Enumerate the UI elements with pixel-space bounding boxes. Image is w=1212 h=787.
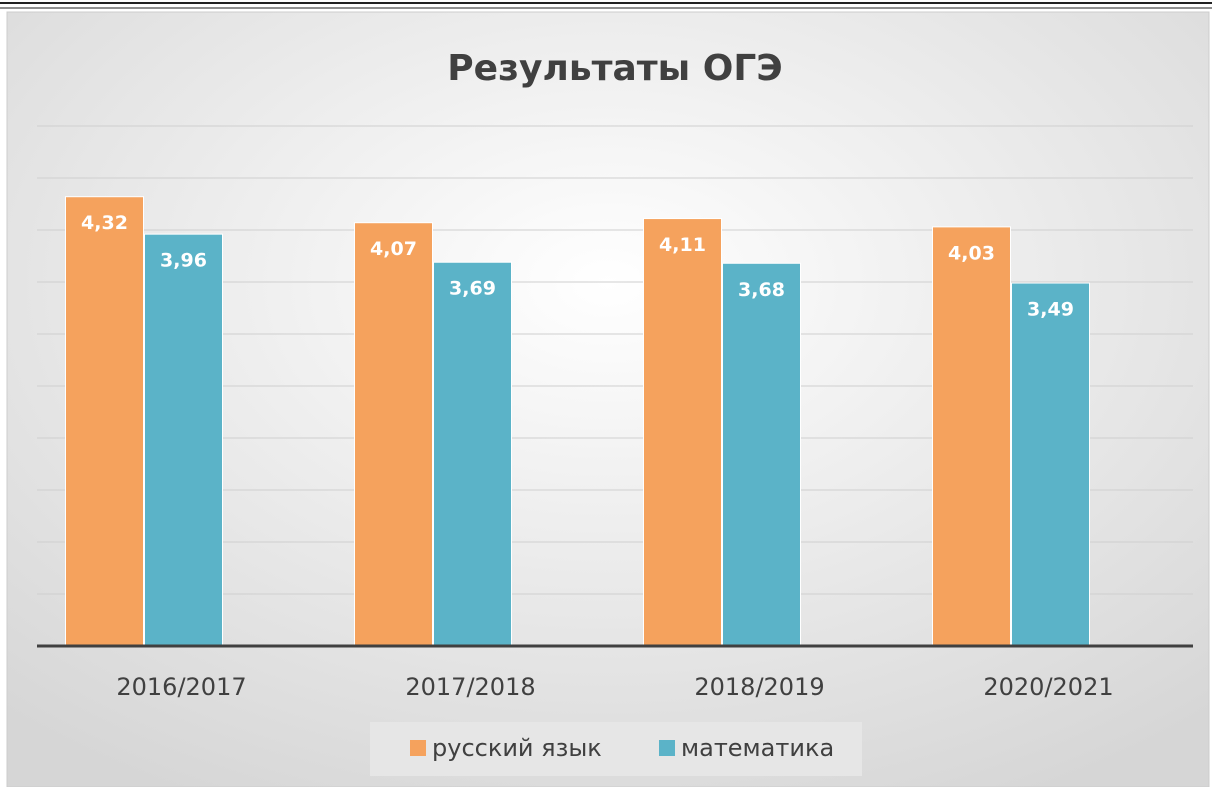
data-label: 3,69 — [449, 278, 496, 300]
bar — [722, 262, 801, 647]
chart-title: Результаты ОГЭ — [447, 48, 782, 89]
bar — [932, 226, 1011, 647]
legend-label: русский язык — [432, 734, 602, 762]
data-label: 4,32 — [81, 212, 128, 234]
data-label: 3,68 — [738, 279, 785, 301]
data-label: 3,96 — [160, 250, 207, 272]
bar — [643, 218, 722, 647]
bars: 4,32 3,96 4,07 3,69 4,11 3,68 4,03 3,49 — [65, 196, 1090, 647]
x-tick-label: 2018/2019 — [694, 673, 824, 701]
bar — [433, 261, 512, 647]
data-label: 4,03 — [948, 242, 995, 264]
bar — [144, 233, 223, 647]
x-tick-label: 2017/2018 — [405, 673, 535, 701]
data-label: 4,11 — [659, 234, 706, 256]
legend-swatch — [659, 740, 675, 756]
data-label: 4,07 — [370, 238, 417, 260]
legend-box — [370, 722, 862, 776]
legend-swatch — [410, 740, 426, 756]
x-tick-label: 2020/2021 — [983, 673, 1113, 701]
bar — [65, 196, 144, 647]
x-tick-label: 2016/2017 — [116, 673, 246, 701]
bar — [1011, 282, 1090, 647]
data-label: 3,49 — [1027, 299, 1074, 321]
bar — [354, 222, 433, 647]
legend: русский язык математика — [410, 734, 834, 762]
legend-label: математика — [681, 734, 834, 762]
